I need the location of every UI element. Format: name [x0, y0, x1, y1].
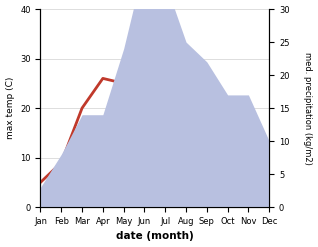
Y-axis label: med. precipitation (kg/m2): med. precipitation (kg/m2)	[303, 52, 313, 165]
X-axis label: date (month): date (month)	[116, 231, 194, 242]
Y-axis label: max temp (C): max temp (C)	[5, 77, 15, 139]
